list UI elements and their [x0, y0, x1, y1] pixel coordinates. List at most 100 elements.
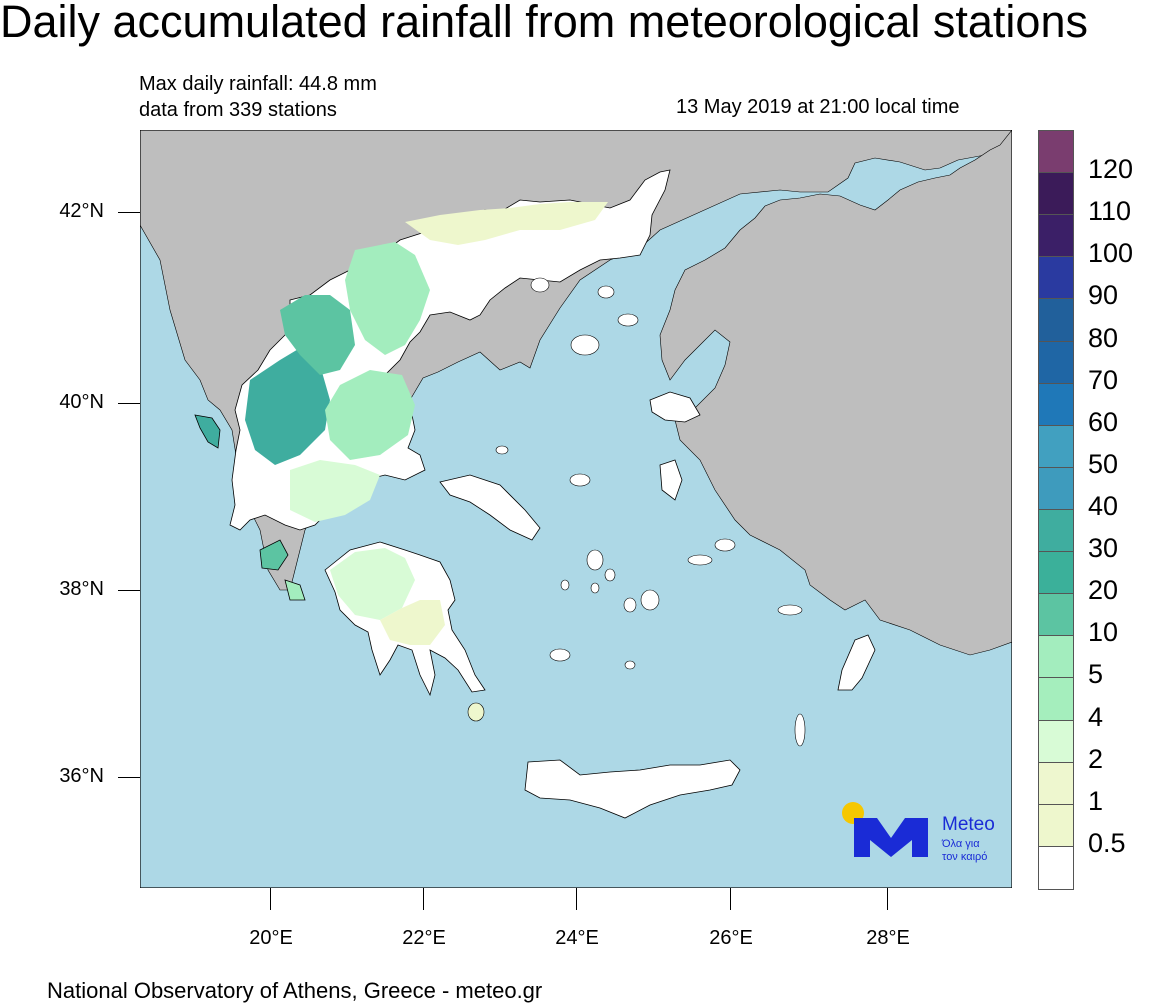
legend-label: 100 [1088, 238, 1134, 269]
stations-count-label: data from 339 stations [139, 99, 337, 121]
legend-label: 90 [1088, 280, 1119, 311]
lat-label: 36°N [59, 765, 104, 787]
zakynthos [284, 579, 306, 601]
legend-swatch [1039, 594, 1073, 637]
skiathos [495, 445, 509, 455]
legend-label: 110 [1088, 196, 1132, 227]
tinos [604, 568, 616, 582]
rain-zone-heavy-epirus [245, 345, 330, 465]
legend-swatch [1039, 636, 1073, 679]
chios [659, 459, 683, 501]
andros [586, 549, 604, 571]
footer-credit: National Observatory of Athens, Greece -… [47, 978, 543, 1003]
legend-swatch [1039, 383, 1073, 426]
rainfall-map: Meteo Όλα για τον καιρό [140, 130, 1012, 888]
legend-label: 60 [1088, 406, 1119, 437]
kea [560, 579, 570, 591]
legend-label: 5 [1088, 659, 1104, 690]
syros [590, 582, 600, 594]
rain-zone-moderate-central [290, 460, 380, 522]
euboea [439, 474, 541, 541]
legend-swatch [1039, 678, 1073, 721]
max-rainfall-label: Max daily rainfall: 44.8 mm [139, 73, 377, 95]
legend-swatch [1039, 467, 1073, 510]
lon-label: 22°E [402, 927, 446, 949]
legend-swatch [1039, 173, 1073, 216]
legend-label: 80 [1088, 322, 1119, 353]
crete [524, 759, 741, 819]
rain-zone-moderate-thessaly [325, 370, 415, 460]
lon-tick [576, 888, 577, 910]
legend-swatch [1039, 131, 1073, 174]
map-title: Daily accumulated rainfall from meteorol… [0, 0, 1088, 47]
naxos [640, 589, 660, 611]
logo-line1: Όλα για [941, 838, 980, 850]
thasos [530, 277, 550, 293]
legend-swatch [1039, 257, 1073, 300]
rain-zone-very-light-peloponnese [380, 600, 445, 645]
lat-label: 42°N [59, 200, 104, 222]
logo-name: Meteo [942, 814, 995, 835]
m-logo-icon [854, 818, 928, 857]
legend-label: 0.5 [1088, 827, 1126, 858]
lon-label: 26°E [709, 927, 753, 949]
legend-label: 30 [1088, 533, 1119, 564]
legend-swatch [1039, 341, 1073, 384]
samothrace [597, 285, 615, 299]
legend-label: 10 [1088, 617, 1119, 648]
legend-label: 50 [1088, 448, 1119, 479]
ikaria [687, 554, 713, 566]
lon-tick [270, 888, 271, 910]
rhodes [837, 634, 876, 691]
lat-label: 40°N [59, 391, 104, 413]
lon-tick [423, 888, 424, 910]
rain-zone-heavy-north-west [280, 295, 355, 375]
lemnos [570, 334, 600, 356]
lesser-island-1 [617, 313, 639, 327]
rain-zone-light-peloponnese [330, 548, 415, 620]
lon-label: 20°E [249, 927, 293, 949]
turkey-land [659, 130, 1012, 656]
lat-tick [118, 212, 140, 213]
legend-label: 120 [1088, 154, 1134, 185]
legend-label: 70 [1088, 364, 1119, 395]
legend-label: 1 [1088, 785, 1104, 816]
milos [549, 648, 571, 662]
legend-swatch [1039, 804, 1073, 847]
meteo-logo: Meteo Όλα για τον καιρό [842, 802, 995, 863]
skyros [569, 473, 591, 487]
lesbos [649, 391, 701, 423]
lon-label: 24°E [555, 927, 599, 949]
timestamp-label: 13 May 2019 at 21:00 local time [676, 96, 960, 118]
rain-zone-light-north [405, 202, 608, 245]
legend-colorbar [1038, 130, 1074, 890]
lat-label: 38°N [59, 578, 104, 600]
lat-tick [118, 590, 140, 591]
legend-swatch [1039, 215, 1073, 258]
lat-tick [118, 777, 140, 778]
karpathos [794, 713, 806, 747]
legend-swatch [1039, 846, 1073, 889]
legend-label: 20 [1088, 575, 1119, 606]
kythira [467, 702, 485, 722]
logo-line2: τον καιρό [942, 851, 987, 863]
rain-zone-moderate-macedonia [345, 242, 430, 355]
legend-label: 40 [1088, 491, 1119, 521]
kefalonia [259, 539, 289, 571]
legend-label: 2 [1088, 743, 1104, 774]
legend-swatch [1039, 762, 1073, 805]
legend-label: 4 [1088, 701, 1104, 732]
legend-swatch [1039, 425, 1073, 468]
lon-label: 28°E [866, 927, 910, 949]
corfu [194, 414, 221, 449]
legend-swatch [1039, 509, 1073, 553]
legend-swatch [1039, 720, 1073, 763]
samos [714, 538, 736, 552]
lat-tick [118, 403, 140, 404]
paros [623, 597, 637, 613]
lon-tick [730, 888, 731, 910]
santorini [624, 660, 636, 670]
legend-swatch [1039, 552, 1073, 595]
kos [777, 604, 803, 616]
legend-swatch [1039, 299, 1073, 342]
